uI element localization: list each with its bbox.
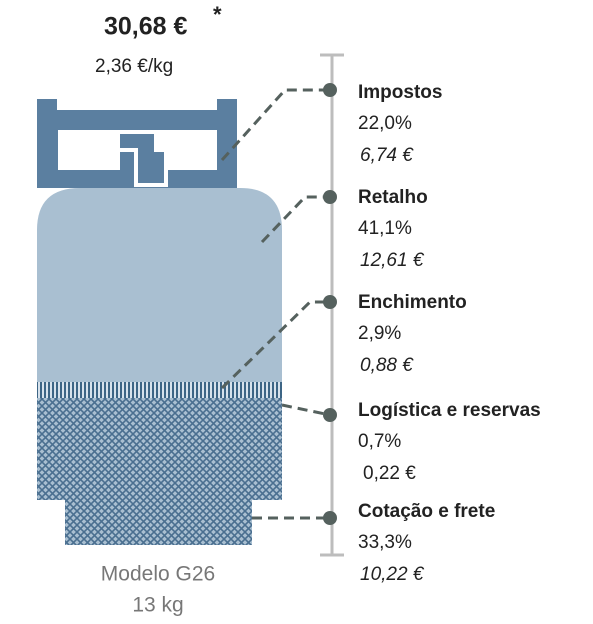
item-name: Enchimento <box>358 292 467 313</box>
item-amount: 12,61 € <box>360 250 425 271</box>
item-name: Retalho <box>358 187 428 208</box>
item-name: Cotação e frete <box>358 501 495 522</box>
weight: 13 kg <box>132 594 183 617</box>
item-amount: 6,74 € <box>360 145 414 166</box>
item-name: Logística e reservas <box>358 400 541 421</box>
model: Modelo G26 <box>101 563 215 586</box>
infographic: 30,68 € * 2,36 €/kg Modelo G26 13 kg Imp… <box>0 0 593 624</box>
item-amount: 0,22 € <box>363 463 416 484</box>
note-mark: * <box>213 2 222 27</box>
cylinder <box>37 99 282 545</box>
items: Impostos 22,0% 6,74 € Retalho 41,1% 12,61 € En… <box>358 82 541 585</box>
price: 30,68 € <box>104 13 188 41</box>
item-percent: 0,7% <box>358 431 401 452</box>
item-amount: 10,22 € <box>360 564 425 585</box>
price-per-kg: 2,36 €/kg <box>95 56 173 77</box>
item-percent: 33,3% <box>358 532 412 553</box>
item-percent: 2,9% <box>358 323 401 344</box>
item-amount: 0,88 € <box>360 355 414 376</box>
item-percent: 22,0% <box>358 113 412 134</box>
item-percent: 41,1% <box>358 218 412 239</box>
dots <box>323 83 337 525</box>
item-name: Impostos <box>358 82 442 103</box>
